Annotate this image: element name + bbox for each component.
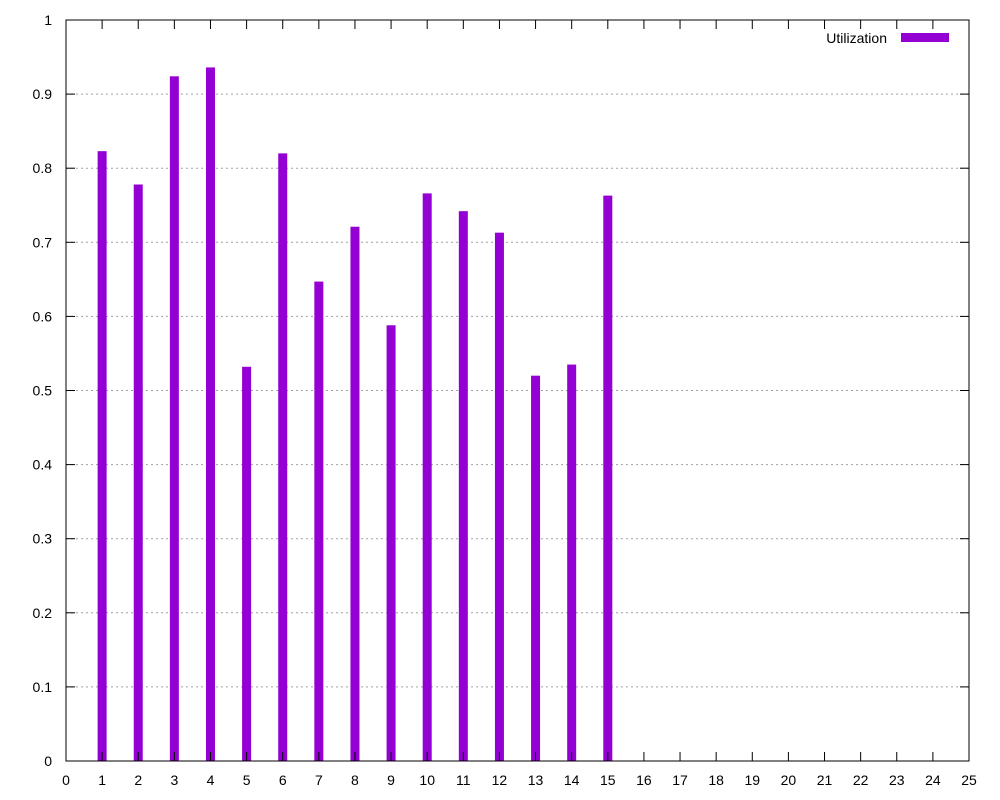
x-tick-label: 24 (925, 772, 941, 788)
y-tick-label: 0.7 (33, 234, 53, 250)
x-tick-label: 23 (889, 772, 905, 788)
y-tick-label: 0.6 (33, 308, 53, 324)
bar-8 (350, 226, 360, 761)
y-tick-label: 0.1 (33, 679, 53, 695)
x-tick-label: 5 (243, 772, 251, 788)
x-tick-label: 15 (600, 772, 616, 788)
y-tick-label: 0.4 (33, 457, 53, 473)
bar-10 (422, 193, 432, 762)
legend-swatch-utilization (901, 33, 949, 42)
bar-9 (386, 325, 396, 761)
bars (97, 67, 613, 762)
x-tick-label: 25 (961, 772, 977, 788)
x-tick-label: 0 (62, 772, 70, 788)
x-tick-label: 14 (564, 772, 580, 788)
x-tick-label: 20 (781, 772, 797, 788)
x-tick-label: 13 (528, 772, 544, 788)
y-tick-label: 0 (44, 753, 52, 769)
bar-3 (169, 76, 179, 762)
bar-14 (567, 364, 577, 761)
legend: Utilization (826, 30, 949, 46)
x-tick-label: 8 (351, 772, 359, 788)
x-tick-label: 10 (419, 772, 435, 788)
bar-12 (494, 232, 504, 762)
x-tick-label: 17 (672, 772, 688, 788)
x-tick-label: 2 (134, 772, 142, 788)
axis-ticks (65, 19, 970, 762)
x-tick-labels: 0 1 2 3 4 5 6 7 8 9 10 11 12 13 14 15 16 17 18 19 20 21 22 23 24… (62, 772, 977, 788)
bar-1 (97, 151, 107, 762)
x-tick-label: 11 (456, 772, 471, 788)
grid-lines (66, 93, 969, 688)
bar-4 (205, 67, 215, 761)
y-tick-label: 0.9 (33, 86, 53, 102)
y-tick-label: 0.3 (33, 531, 53, 547)
y-tick-label: 1 (44, 12, 52, 28)
x-tick-label: 18 (708, 772, 724, 788)
plot-frame (65, 19, 970, 762)
x-tick-label: 1 (98, 772, 106, 788)
y-tick-labels: 0 0.1 0.2 0.3 0.4 0.5 0.6 0.7 0.8 0.9 1 (33, 12, 53, 769)
x-tick-label: 16 (636, 772, 652, 788)
bar-5 (242, 366, 252, 761)
bar-15 (603, 195, 613, 761)
y-tick-label: 0.2 (33, 605, 53, 621)
bar-6 (278, 153, 288, 761)
x-tick-label: 6 (279, 772, 287, 788)
x-tick-label: 9 (387, 772, 395, 788)
x-tick-label: 19 (744, 772, 760, 788)
y-tick-label: 0.5 (33, 383, 53, 399)
x-tick-label: 7 (315, 772, 323, 788)
x-tick-label: 21 (817, 772, 833, 788)
x-tick-label: 12 (492, 772, 508, 788)
x-tick-label: 4 (207, 772, 215, 788)
x-tick-label: 22 (853, 772, 869, 788)
bar-13 (531, 375, 541, 761)
legend-label-utilization: Utilization (826, 30, 887, 46)
bar-7 (314, 281, 324, 761)
y-tick-label: 0.8 (33, 160, 53, 176)
bar-11 (458, 211, 468, 762)
x-tick-label: 3 (170, 772, 178, 788)
bar-2 (133, 184, 143, 761)
